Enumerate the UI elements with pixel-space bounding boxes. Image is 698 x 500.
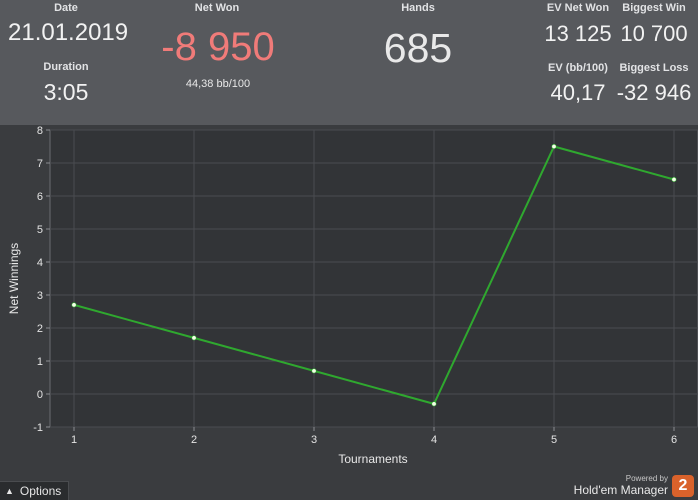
y-tick-label: 3 bbox=[37, 290, 43, 302]
hands-label: Hands bbox=[401, 2, 435, 14]
ev-net-won-label: EV Net Won bbox=[546, 2, 610, 14]
biggest-win-label: Biggest Win bbox=[622, 2, 686, 14]
data-point bbox=[191, 335, 197, 341]
y-axis-title: Net Winnings bbox=[7, 243, 21, 314]
ev-bb100-value: 40,17 bbox=[550, 80, 606, 105]
x-tick-label: 4 bbox=[431, 434, 437, 446]
hands-value: 685 bbox=[383, 25, 453, 71]
x-tick-label: 3 bbox=[311, 434, 317, 446]
hm2-logo-icon: 2 bbox=[672, 475, 694, 497]
x-tick-label: 2 bbox=[191, 434, 197, 446]
net-won-bb100: 44,38 bb/100 bbox=[185, 78, 251, 90]
biggest-loss-value: -32 946 bbox=[616, 80, 692, 105]
x-axis-title: Tournaments bbox=[338, 452, 407, 466]
powered-by-text: Powered by bbox=[625, 474, 668, 483]
y-tick-label: 2 bbox=[37, 323, 43, 335]
ev-net-won-value: 13 125 bbox=[544, 21, 612, 46]
options-button[interactable]: ▲ Options bbox=[0, 481, 69, 500]
duration-label: Duration bbox=[43, 61, 89, 73]
plot-area bbox=[49, 129, 698, 428]
series-line bbox=[73, 145, 675, 406]
y-tick-label: 5 bbox=[37, 224, 43, 236]
y-tick-label: 1 bbox=[37, 356, 43, 368]
y-tick-label: 8 bbox=[37, 125, 43, 137]
data-point bbox=[71, 302, 77, 308]
net-won-label: Net Won bbox=[194, 2, 240, 14]
data-point bbox=[431, 401, 437, 407]
options-label: Options bbox=[19, 484, 62, 498]
net-won-value: -8 950 bbox=[161, 25, 275, 69]
x-tick-label: 6 bbox=[671, 434, 677, 446]
x-tick-label: 5 bbox=[551, 434, 557, 446]
stats-header: Date 21.01.2019 Duration 3:05 Net Won -8… bbox=[0, 0, 698, 125]
y-tick-label: 6 bbox=[37, 191, 43, 203]
data-point bbox=[671, 176, 677, 182]
date-value: 21.01.2019 bbox=[8, 19, 129, 46]
brand-name: Hold'em Manager bbox=[573, 483, 668, 497]
data-point bbox=[551, 143, 557, 149]
date-label: Date bbox=[54, 2, 78, 14]
brand-badge: Powered by Hold'em Manager 2 bbox=[574, 471, 694, 497]
biggest-win-value: 10 700 bbox=[620, 21, 688, 46]
data-point bbox=[311, 368, 317, 374]
y-tick-label: -1 bbox=[33, 422, 43, 434]
biggest-loss-label: Biggest Loss bbox=[619, 62, 689, 74]
chart-svg: 8 7 6 5 4 3 2 1 0 -1 1 2 3 4 5 6 Tournaments Net Winnings bbox=[7, 125, 698, 466]
net-winnings-chart: 8 7 6 5 4 3 2 1 0 -1 1 2 3 4 5 6 Tournaments Net Winnings bbox=[0, 125, 698, 500]
chevron-up-icon: ▲ bbox=[5, 486, 14, 496]
y-tick-label: 7 bbox=[37, 158, 43, 170]
y-tick-label: 0 bbox=[37, 389, 43, 401]
duration-value: 3:05 bbox=[43, 79, 89, 105]
ev-bb100-label: EV (bb/100) bbox=[548, 62, 608, 74]
y-tick-label: 4 bbox=[37, 257, 43, 269]
x-tick-label: 1 bbox=[71, 434, 77, 446]
